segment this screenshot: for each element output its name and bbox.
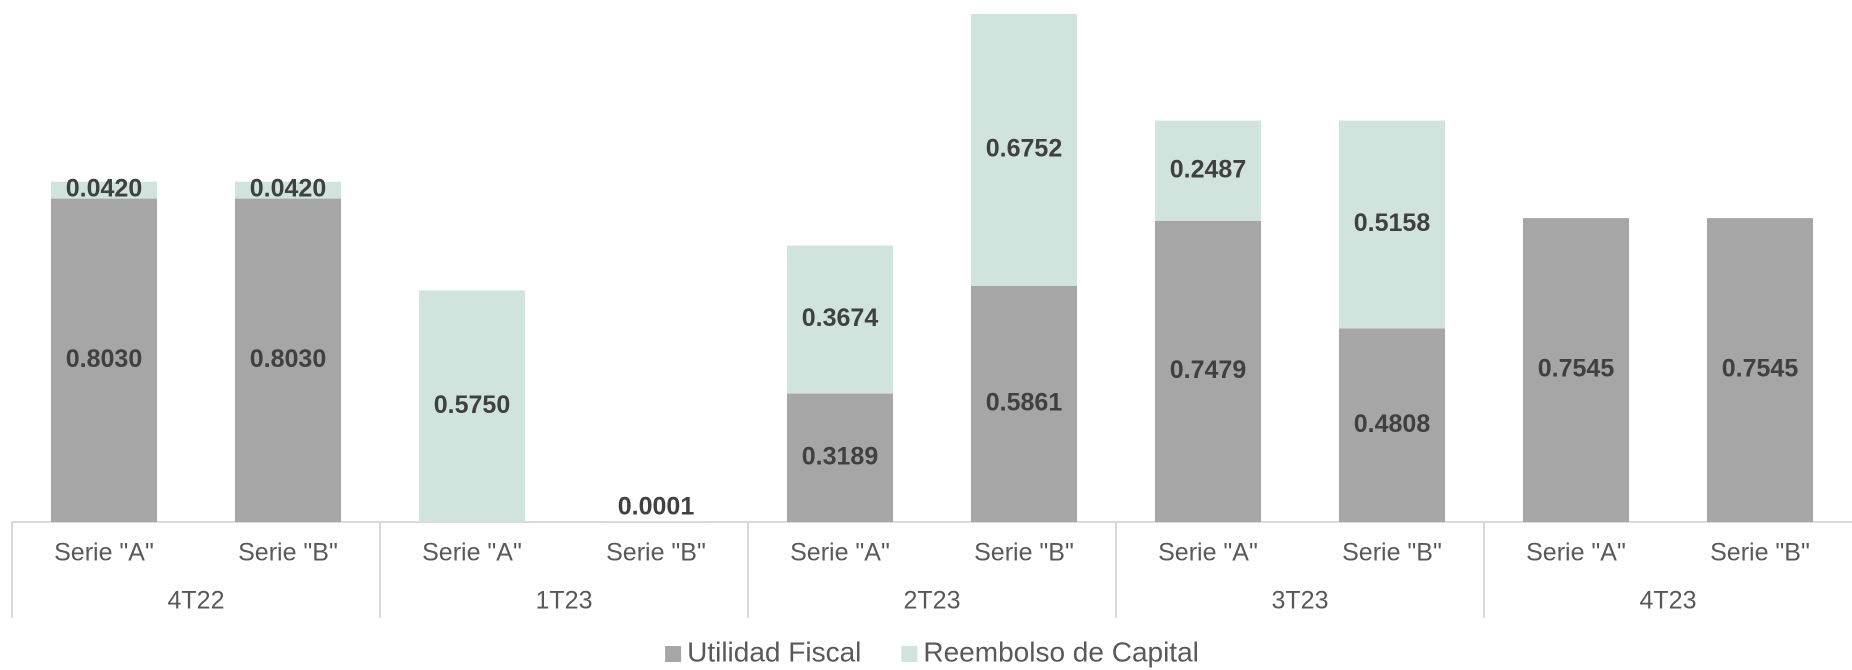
- data-label: 0.8030: [66, 345, 142, 373]
- bar-segment: [1155, 220, 1261, 523]
- data-label: 0.6752: [986, 135, 1062, 163]
- x-tick-label: Serie "B": [238, 539, 338, 567]
- data-label: 0.5861: [986, 389, 1063, 417]
- legend-label: Reembolso de Capital: [923, 636, 1199, 667]
- group-label: 4T23: [1640, 587, 1697, 615]
- bar-segment: [1155, 120, 1261, 221]
- bar-segment: [1339, 120, 1445, 329]
- x-tick-label: Serie "B": [1342, 539, 1442, 567]
- bar-segment: [51, 198, 157, 522]
- x-tick-label: Serie "A": [1158, 539, 1258, 567]
- group-label: 3T23: [1272, 587, 1329, 615]
- x-tick-label: Serie "B": [1710, 539, 1810, 567]
- bar-segment: [971, 285, 1077, 522]
- data-label: 0.4808: [1354, 410, 1431, 438]
- x-tick-label: Serie "A": [790, 539, 890, 567]
- x-tick-label: Serie "A": [422, 539, 522, 567]
- bar-segment: [787, 245, 893, 394]
- group-label: 1T23: [536, 587, 593, 615]
- bar-segment: [419, 290, 525, 522]
- group-label: 2T23: [904, 587, 961, 615]
- legend-swatch: [665, 646, 682, 662]
- data-label: 0.5158: [1354, 209, 1431, 237]
- data-label: 0.7545: [1722, 355, 1799, 383]
- bar-segment: [235, 198, 341, 522]
- bar-segment: [235, 181, 341, 199]
- x-tick-label: Serie "B": [606, 539, 706, 567]
- legend-swatch: [901, 646, 918, 662]
- data-label: 0.0420: [66, 175, 142, 203]
- bar-segment: [971, 14, 1077, 286]
- data-label: 0.0420: [250, 175, 326, 203]
- data-label: 0.8030: [250, 345, 326, 373]
- x-tick-label: Serie "A": [54, 539, 154, 567]
- bar-segment: [787, 393, 893, 522]
- bar-segment: [1707, 218, 1813, 522]
- x-tick-label: Serie "A": [1526, 539, 1626, 567]
- x-tick-label: Serie "B": [974, 539, 1074, 567]
- bar-segment: [1523, 218, 1629, 522]
- bar-segment: [51, 181, 157, 199]
- data-label: 0.0001: [618, 493, 695, 521]
- data-label: 0.7479: [1170, 356, 1246, 384]
- bar-segment: [1339, 328, 1445, 522]
- data-label: 0.3189: [802, 442, 878, 470]
- data-label: 0.5750: [434, 391, 510, 419]
- data-label: 0.2487: [1170, 155, 1246, 183]
- legend-label: Utilidad Fiscal: [687, 636, 861, 667]
- data-label: 0.3674: [802, 304, 879, 332]
- group-label: 4T22: [168, 587, 225, 615]
- data-label: 0.7545: [1538, 355, 1615, 383]
